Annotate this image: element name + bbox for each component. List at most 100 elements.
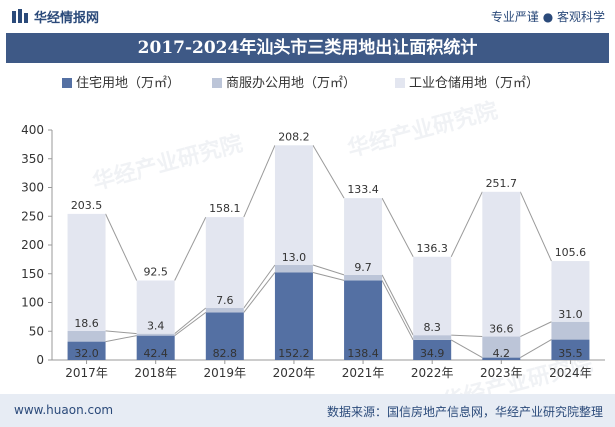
connector-line-residential: [105, 335, 137, 343]
legend-swatch-commercial: [212, 78, 222, 88]
x-tick-label: 2024年: [549, 366, 592, 380]
top-bar: 华经情报网 专业严谨 ● 客观科学: [0, 0, 615, 32]
connector-line-residential: [450, 339, 483, 359]
bar-residential: [136, 335, 175, 360]
x-tick-label: 2020年: [273, 366, 316, 380]
bar-industrial: [67, 213, 106, 331]
y-tick-label: 200: [21, 238, 44, 252]
chart-legend: 住宅用地（万㎡） 商服办公用地（万㎡） 工业仓储用地（万㎡）: [0, 72, 615, 92]
bar-industrial: [205, 217, 244, 309]
connector-line-residential: [520, 339, 552, 359]
connector-line-commercial: [105, 330, 137, 335]
legend-item-commercial: 商服办公用地（万㎡）: [212, 72, 356, 91]
connector-line-industrial: [519, 191, 552, 262]
connector-line-industrial: [243, 145, 276, 218]
connector-line-commercial: [381, 274, 414, 336]
data-label-industrial: 208.2: [278, 130, 310, 143]
bar-industrial: [482, 191, 521, 337]
data-label-residential: 4.2: [493, 347, 511, 360]
data-label-residential: 32.0: [74, 347, 99, 360]
bar-commercial: [205, 308, 244, 313]
legend-label-commercial: 商服办公用地（万㎡）: [226, 76, 357, 91]
bar-industrial: [551, 261, 590, 322]
data-label-commercial: 36.6: [489, 323, 514, 336]
data-source: 数据来源：国信房地产信息网，华经产业研究院整理: [326, 405, 603, 419]
data-label-commercial: 7.6: [216, 294, 234, 307]
data-label-industrial: 136.3: [416, 242, 448, 255]
connector-line-industrial: [450, 191, 483, 258]
legend-label-industrial: 工业仓储用地（万㎡）: [409, 76, 540, 91]
connector-line-industrial: [174, 216, 207, 281]
connector-line-commercial: [312, 264, 345, 276]
bar-residential: [205, 312, 244, 360]
bar-residential: [274, 272, 313, 360]
y-tick-label: 0: [36, 353, 44, 367]
data-label-commercial: 18.6: [74, 317, 99, 330]
bar-residential: [67, 341, 106, 360]
legend-swatch-industrial: [395, 78, 405, 88]
connector-line-commercial: [451, 334, 483, 338]
data-label-industrial: 203.5: [71, 199, 103, 212]
legend-label-residential: 住宅用地（万㎡）: [76, 76, 181, 91]
bar-commercial: [274, 265, 313, 273]
connector-line-residential: [174, 311, 207, 337]
tagline: 专业严谨 ● 客观科学: [490, 10, 605, 24]
x-tick-label: 2022年: [411, 366, 454, 380]
bar-industrial: [136, 280, 175, 334]
data-label-industrial: 133.4: [347, 183, 379, 196]
legend-item-industrial: 工业仓储用地（万㎡）: [395, 72, 539, 91]
x-tick-label: 2023年: [480, 366, 523, 380]
y-tick-label: 300: [21, 181, 44, 195]
x-tick-label: 2021年: [342, 366, 385, 380]
bar-commercial: [482, 336, 521, 358]
data-label-commercial: 13.0: [282, 251, 307, 264]
bar-industrial: [274, 145, 313, 266]
bar-commercial: [67, 330, 106, 342]
bar-residential: [413, 339, 452, 360]
x-tick-label: 2018年: [134, 366, 177, 380]
bar-residential: [344, 280, 383, 360]
data-label-industrial: 105.6: [555, 246, 587, 259]
logo-icon: [12, 9, 28, 23]
data-label-industrial: 158.1: [209, 202, 241, 215]
chart-title: 2017-2024年汕头市三类用地出让面积统计: [6, 33, 609, 63]
data-label-residential: 34.9: [420, 347, 445, 360]
bar-commercial: [413, 335, 452, 340]
data-label-residential: 42.4: [143, 347, 168, 360]
footer-url: www.huaon.com: [14, 403, 114, 417]
data-label-industrial: 92.5: [143, 265, 168, 278]
x-tick-label: 2017年: [65, 366, 108, 380]
y-tick-label: 100: [21, 296, 44, 310]
footer: www.huaon.com 数据来源：国信房地产信息网，华经产业研究院整理: [0, 394, 615, 427]
bar-commercial: [136, 333, 175, 336]
data-label-residential: 152.2: [278, 347, 310, 360]
data-label-commercial: 8.3: [423, 321, 441, 334]
bar-industrial: [344, 198, 383, 275]
connector-line-residential: [312, 272, 345, 281]
connector-line-commercial: [243, 264, 276, 309]
bar-commercial: [344, 274, 383, 281]
connector-line-commercial: [520, 321, 552, 337]
connector-line-industrial: [381, 197, 414, 258]
bar-commercial: [551, 321, 590, 340]
connector-line-commercial: [174, 307, 207, 335]
data-label-residential: 82.8: [213, 347, 238, 360]
data-label-residential: 35.5: [558, 347, 583, 360]
connector-line-residential: [243, 272, 276, 313]
y-tick-label: 50: [29, 324, 44, 338]
x-tick-label: 2019年: [204, 366, 247, 380]
y-tick-label: 350: [21, 152, 44, 166]
y-tick-label: 250: [21, 209, 44, 223]
y-tick-label: 150: [21, 267, 44, 281]
y-tick-label: 400: [21, 123, 44, 137]
stacked-bar-chart: 0 50 100 150 200 250 300 350 400 32.0 18.6 203.5 201…: [21, 123, 605, 380]
data-label-commercial: 9.7: [354, 261, 372, 274]
data-label-residential: 138.4: [347, 347, 379, 360]
connector-line-residential: [381, 280, 414, 341]
bar-industrial: [413, 256, 452, 336]
connector-line-industrial: [312, 145, 345, 199]
data-label-industrial: 251.7: [486, 177, 518, 190]
data-label-commercial: 3.4: [147, 320, 165, 333]
data-label-commercial: 31.0: [558, 308, 583, 321]
legend-item-residential: 住宅用地（万㎡）: [62, 72, 180, 91]
